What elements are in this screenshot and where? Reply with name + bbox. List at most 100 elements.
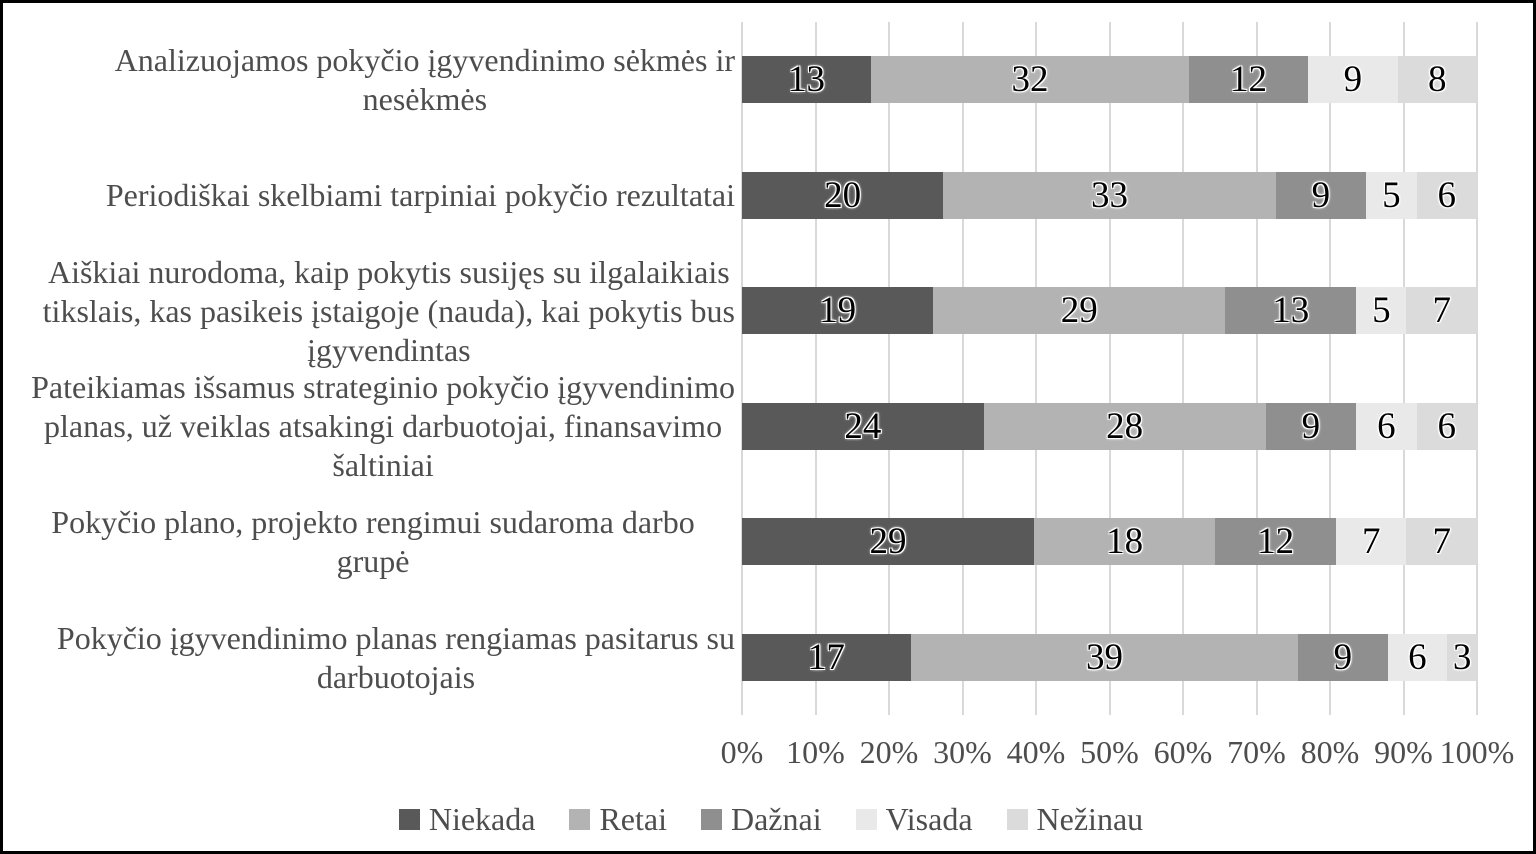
bar-segment-niekada: 29 <box>742 518 1034 565</box>
data-label: 6 <box>1437 405 1457 447</box>
data-label: 9 <box>1301 405 1321 447</box>
legend-item-nežinau: Nežinau <box>1006 801 1143 838</box>
bar-row: 17 39 9 6 3 <box>742 633 1477 681</box>
legend: Niekada Retai Dažnai Visada Nežinau <box>3 796 1533 842</box>
bar-segment-visada: 7 <box>1336 518 1407 565</box>
bar-segment-retai: 32 <box>871 56 1189 103</box>
x-axis-tick-label: 0% <box>720 734 764 770</box>
category-label: Periodiškai skelbiami tarpiniai pokyčio … <box>11 138 735 254</box>
category-label-text: Pateikiamas išsamus strateginio pokyčio … <box>31 369 735 483</box>
legend-item-retai: Retai <box>569 801 667 838</box>
category-label-text: Periodiškai skelbiami tarpiniai pokyčio … <box>105 177 735 213</box>
legend-label: Niekada <box>428 800 536 837</box>
category-label-text: Aiškiai nurodoma, kaip pokytis susijęs s… <box>42 253 735 368</box>
bar-segment-retai: 29 <box>933 287 1226 334</box>
legend-item-visada: Visada <box>855 801 973 838</box>
x-axis: 0% 10% 20% 30% 40% 50% 60% 70% 80% 90% 100% <box>721 734 1515 776</box>
x-axis-tick-label: 80% <box>1300 734 1360 770</box>
legend-label: Retai <box>599 800 667 837</box>
gridline <box>888 22 890 715</box>
bar-row: 24 28 9 6 6 <box>742 402 1477 450</box>
x-axis-tick-label: 40% <box>1006 734 1066 770</box>
legend-swatch-icon <box>1006 808 1028 830</box>
bar-segment-retai: 39 <box>910 633 1299 681</box>
data-label: 6 <box>1437 174 1457 216</box>
category-label: Analizuojamos pokyčio įgyvendinimo sėkmė… <box>11 22 735 138</box>
x-axis-tick-label: 100% <box>1439 734 1515 770</box>
data-label: 20 <box>824 174 862 216</box>
category-label: Aiškiai nurodoma, kaip pokytis susijęs s… <box>11 253 735 369</box>
bar-segment-visada: 6 <box>1387 633 1448 681</box>
bar-row: 20 33 9 5 6 <box>742 171 1477 219</box>
gridline <box>1402 22 1405 715</box>
gridline <box>1108 22 1111 715</box>
data-label: 17 <box>807 636 845 678</box>
data-label: 8 <box>1427 59 1447 100</box>
legend-swatch-icon <box>700 808 722 830</box>
plot-area: 13 32 12 9 8 20 33 9 5 6 19 29 13 5 7 24 28 9 6 6 29 18 12 7 7 17… <box>741 22 1478 715</box>
data-label: 13 <box>788 59 826 100</box>
bar-segment-retai: 28 <box>983 402 1266 450</box>
bar-segment-nežinau: 6 <box>1416 171 1477 219</box>
gridline <box>814 22 817 715</box>
legend-swatch-icon <box>398 808 420 830</box>
bar-segment-visada: 5 <box>1356 287 1407 334</box>
data-label: 3 <box>1452 636 1472 678</box>
category-axis: Analizuojamos pokyčio įgyvendinimo sėkmė… <box>11 22 735 715</box>
data-label: 9 <box>1333 636 1353 678</box>
bar-segment-niekada: 24 <box>742 402 984 450</box>
bar-segment-retai: 18 <box>1033 518 1216 565</box>
bar-segment-nežinau: 8 <box>1397 56 1477 103</box>
data-label: 12 <box>1230 59 1268 100</box>
bar-segment-nežinau: 7 <box>1406 518 1477 565</box>
bar-segment-dažnai: 9 <box>1265 402 1357 450</box>
legend-item-dažnai: Dažnai <box>700 801 822 838</box>
bar-segment-niekada: 13 <box>742 56 872 103</box>
gridline <box>1329 22 1331 715</box>
x-axis-tick-label: 20% <box>859 734 919 770</box>
bar-segment-nežinau: 6 <box>1416 402 1477 450</box>
data-label: 9 <box>1343 59 1363 100</box>
gridline <box>741 22 743 715</box>
data-label: 29 <box>869 521 907 562</box>
gridline <box>961 22 964 715</box>
x-axis-tick-label: 30% <box>933 734 992 770</box>
data-label: 19 <box>819 290 857 331</box>
x-axis-tick-label: 60% <box>1153 734 1213 770</box>
data-label: 5 <box>1382 174 1401 216</box>
x-axis-tick-label: 50% <box>1080 734 1139 770</box>
gridline <box>1182 22 1184 715</box>
bar-segment-visada: 9 <box>1308 56 1398 103</box>
gridline <box>1476 22 1478 715</box>
bar-segment-dažnai: 9 <box>1298 633 1388 681</box>
category-label: Pokyčio įgyvendinimo planas rengiamas pa… <box>11 600 735 716</box>
bar-segment-dažnai: 12 <box>1215 518 1337 565</box>
x-axis-tick-label: 90% <box>1374 734 1433 770</box>
data-label: 7 <box>1432 521 1451 562</box>
category-label: Pateikiamas išsamus strateginio pokyčio … <box>11 369 735 485</box>
gridline <box>1035 22 1037 715</box>
x-axis-tick-label: 10% <box>786 734 845 770</box>
x-axis-tick-label: 70% <box>1227 734 1286 770</box>
bar-segment-dažnai: 12 <box>1188 56 1309 103</box>
data-label: 33 <box>1090 174 1128 216</box>
category-label: Pokyčio plano, projekto rengimui sudarom… <box>11 484 735 600</box>
bar-segment-nežinau: 7 <box>1406 287 1477 334</box>
bar-row: 13 32 12 9 8 <box>742 56 1477 103</box>
category-label-text: Analizuojamos pokyčio įgyvendinimo sėkmė… <box>114 42 735 117</box>
bar-segment-retai: 33 <box>943 171 1276 219</box>
category-label-text: Pokyčio plano, projekto rengimui sudarom… <box>51 504 695 579</box>
bar-segment-niekada: 20 <box>742 171 944 219</box>
bar-segment-dažnai: 9 <box>1275 171 1367 219</box>
bar-segment-nežinau: 3 <box>1447 633 1477 681</box>
bar-segment-visada: 6 <box>1356 402 1417 450</box>
bar-row: 29 18 12 7 7 <box>742 518 1477 565</box>
data-label: 24 <box>844 405 882 447</box>
bar-segment-niekada: 17 <box>742 633 911 681</box>
bar-segment-niekada: 19 <box>742 287 934 334</box>
data-label: 18 <box>1106 521 1144 562</box>
legend-item-niekada: Niekada <box>398 800 536 838</box>
data-label: 9 <box>1311 174 1331 216</box>
bar-row: 19 29 13 5 7 <box>742 287 1477 334</box>
